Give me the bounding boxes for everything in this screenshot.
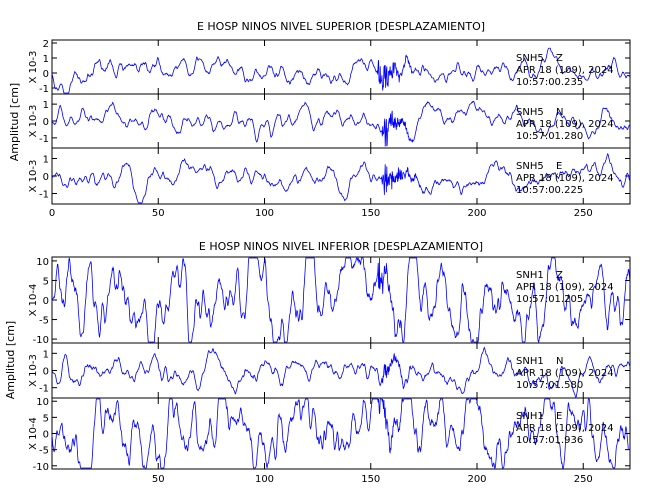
station-label: SNH5 [516, 161, 544, 172]
station-label: SNH1 [516, 356, 544, 367]
y-tick-label: 0 [43, 367, 49, 378]
y-tick-label: -5 [39, 316, 49, 327]
component-label: N [556, 356, 563, 367]
seismic-trace [51, 257, 631, 343]
y-tick-label: -10 [33, 335, 49, 346]
component-label: E [556, 161, 562, 172]
date-label: APR 18 (109), 2024 [516, 65, 614, 76]
y-axis-label: Amplitud [cm] [4, 321, 17, 399]
date-label: APR 18 (109), 2024 [516, 282, 614, 293]
date-label: APR 18 (109), 2024 [516, 119, 614, 130]
seismic-trace [51, 152, 631, 204]
x-tick-label: 0 [49, 208, 55, 219]
scale-label: X 10-3 [28, 354, 39, 387]
component-label: E [556, 411, 562, 422]
x-tick-label: 50 [152, 208, 165, 219]
y-tick-label: 0 [43, 172, 49, 183]
y-tick-label: -1 [39, 384, 49, 395]
y-tick-label: 2 [43, 39, 49, 50]
scale-label: X 10-4 [28, 284, 39, 317]
time-label: 10:57:01.580 [516, 380, 583, 391]
x-tick-label: 250 [574, 474, 593, 485]
station-label: SNH1 [516, 270, 544, 281]
y-tick-label: 1 [43, 100, 49, 111]
y-tick-label: 5 [43, 413, 49, 424]
y-tick-label: 0 [43, 117, 49, 128]
time-label: 10:57:01.936 [516, 435, 583, 446]
y-tick-label: -1 [39, 134, 49, 145]
y-tick-label: 10 [36, 257, 49, 268]
date-label: APR 18 (109), 2024 [516, 423, 614, 434]
y-tick-label: 1 [43, 155, 49, 166]
y-tick-label: 0 [43, 296, 49, 307]
seismic-trace [51, 398, 631, 469]
x-tick-label: 100 [255, 474, 274, 485]
chart-title: E HOSP NINOS NIVEL INFERIOR [DESPLAZAMIE… [199, 240, 483, 253]
y-tick-label: 1 [43, 54, 49, 65]
y-tick-label: 10 [36, 397, 49, 408]
y-tick-label: 0 [43, 69, 49, 80]
time-label: 10:57:00.225 [516, 185, 583, 196]
scale-label: X 10-4 [28, 417, 39, 450]
time-label: 10:57:00.235 [516, 77, 583, 88]
y-tick-label: 5 [43, 276, 49, 287]
scale-label: X 10-3 [28, 160, 39, 193]
station-label: SNH5 [516, 53, 544, 64]
station-label: SNH1 [516, 411, 544, 422]
y-tick-label: 1 [43, 349, 49, 360]
time-label: 10:57:01.280 [516, 131, 583, 142]
y-tick-label: 0 [43, 430, 49, 441]
y-tick-label: -5 [39, 446, 49, 457]
component-label: N [556, 107, 563, 118]
seismic-trace [51, 346, 631, 398]
x-tick-label: 50 [152, 474, 165, 485]
x-tick-label: 200 [467, 474, 486, 485]
x-tick-label: 200 [467, 208, 486, 219]
date-label: APR 18 (109), 2024 [516, 368, 614, 379]
y-tick-label: -1 [39, 84, 49, 95]
chart-title: E HOSP NINOS NIVEL SUPERIOR [DESPLAZAMIE… [197, 20, 485, 33]
y-tick-label: -10 [33, 462, 49, 473]
y-tick-label: -1 [39, 190, 49, 201]
seismic-trace [51, 47, 631, 94]
scale-label: X 10-3 [28, 105, 39, 138]
y-axis-label: Amplitud [cm] [8, 83, 21, 161]
component-label: Z [556, 270, 563, 281]
x-tick-label: 100 [255, 208, 274, 219]
x-tick-label: 150 [361, 474, 380, 485]
scale-label: X 10-3 [28, 51, 39, 84]
seismic-trace [51, 100, 631, 147]
x-tick-label: 150 [361, 208, 380, 219]
x-tick-label: 250 [574, 208, 593, 219]
station-label: SNH5 [516, 107, 544, 118]
date-label: APR 18 (109), 2024 [516, 173, 614, 184]
time-label: 10:57:01.205 [516, 294, 583, 305]
component-label: Z [556, 53, 563, 64]
